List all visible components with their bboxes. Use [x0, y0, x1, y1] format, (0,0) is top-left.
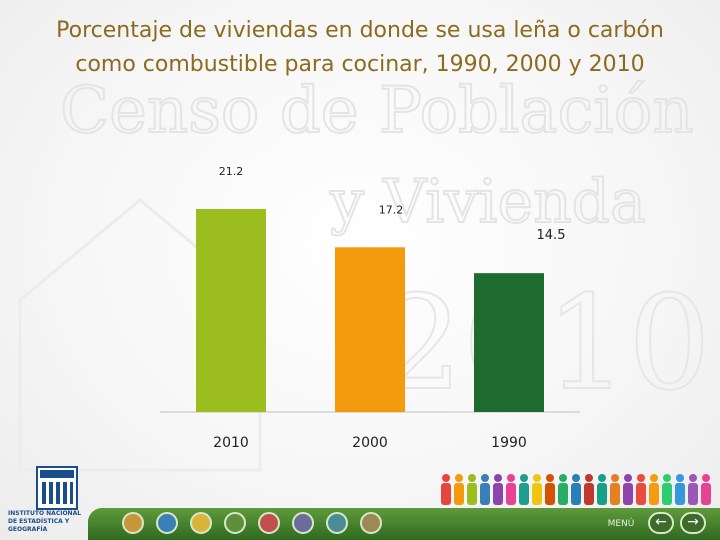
person-figure-body	[623, 483, 633, 505]
footer-icon-education[interactable]	[190, 512, 212, 534]
footer-icon-people[interactable]	[122, 512, 144, 534]
bar-2010	[196, 209, 266, 412]
person-figure-body	[636, 483, 646, 505]
person-figure-body	[688, 483, 698, 505]
data-label-2000: 17.2	[379, 203, 404, 216]
person-figure-head	[676, 474, 684, 482]
person-figure-body	[519, 483, 529, 505]
menu-button[interactable]: MENÚ	[607, 519, 635, 529]
person-figure-body	[597, 483, 607, 505]
data-label-1990: 14.5	[537, 228, 566, 243]
person-figure-body	[454, 483, 464, 505]
slide-title-line2: como combustible para cocinar, 1990, 200…	[75, 52, 645, 77]
slide-title: Porcentaje de viviendas en donde se usa …	[20, 14, 700, 82]
person-figure-body	[506, 483, 516, 505]
person-figure-head	[663, 474, 671, 482]
person-figure-head	[455, 474, 463, 482]
category-label-2010: 2010	[213, 435, 249, 451]
footer-icon-map[interactable]	[326, 512, 348, 534]
person-figure-head	[637, 474, 645, 482]
bar-1990	[474, 273, 544, 412]
person-figure-head	[598, 474, 606, 482]
person-figure-head	[468, 474, 476, 482]
person-figure-head	[533, 474, 541, 482]
person-figure-head	[507, 474, 515, 482]
person-figure-head	[624, 474, 632, 482]
footer-icon-document[interactable]	[360, 512, 382, 534]
person-figure-body	[480, 483, 490, 505]
person-figure-body	[610, 483, 620, 505]
person-figure-head	[494, 474, 502, 482]
watermark-line2: y Vivienda	[329, 167, 646, 237]
person-figure-head	[481, 474, 489, 482]
inegi-logo: INSTITUTO NACIONAL DE ESTADÍSTICA Y GEOG…	[8, 466, 88, 533]
bar-2000	[335, 247, 405, 412]
person-figure-body	[701, 483, 711, 505]
person-figure-body	[545, 483, 555, 505]
footer-icon-economy[interactable]	[224, 512, 246, 534]
person-figure-head	[442, 474, 450, 482]
person-figure-body	[584, 483, 594, 505]
inegi-logo-mark	[36, 466, 78, 510]
person-figure-head	[650, 474, 658, 482]
footer-icon-health[interactable]	[292, 512, 314, 534]
person-figure-body	[571, 483, 581, 505]
person-figure-body	[532, 483, 542, 505]
person-figure-head	[559, 474, 567, 482]
next-arrow-button[interactable]: →	[680, 512, 706, 534]
person-figure-head	[585, 474, 593, 482]
person-figure-body	[649, 483, 659, 505]
person-figure-body	[662, 483, 672, 505]
person-figure-body	[493, 483, 503, 505]
category-label-2000: 2000	[352, 435, 388, 451]
person-figure-head	[611, 474, 619, 482]
person-figure-body	[441, 483, 451, 505]
person-figure-head	[689, 474, 697, 482]
person-figure-head	[702, 474, 710, 482]
inegi-logo-line1: INSTITUTO NACIONAL	[8, 510, 82, 517]
watermark-line3: 2010	[380, 267, 711, 419]
watermark-line1: Censo de Población	[60, 74, 694, 148]
footer-icon-housing[interactable]	[258, 512, 280, 534]
prev-arrow-button[interactable]: ←	[648, 512, 674, 534]
footer-icon-info[interactable]	[156, 512, 178, 534]
inegi-logo-text: INSTITUTO NACIONAL DE ESTADÍSTICA Y GEOG…	[8, 510, 98, 534]
person-figure-head	[546, 474, 554, 482]
category-label-1990: 1990	[491, 435, 527, 451]
inegi-logo-line2: DE ESTADÍSTICA Y GEOGRAFÍA	[8, 518, 70, 533]
person-figure-head	[572, 474, 580, 482]
person-figure-head	[520, 474, 528, 482]
person-figure-body	[675, 483, 685, 505]
person-figure-body	[467, 483, 477, 505]
slide-title-line1: Porcentaje de viviendas en donde se usa …	[56, 18, 664, 43]
data-label-2010: 21.2	[219, 165, 244, 178]
person-figure-body	[558, 483, 568, 505]
people-decoration	[441, 474, 711, 505]
